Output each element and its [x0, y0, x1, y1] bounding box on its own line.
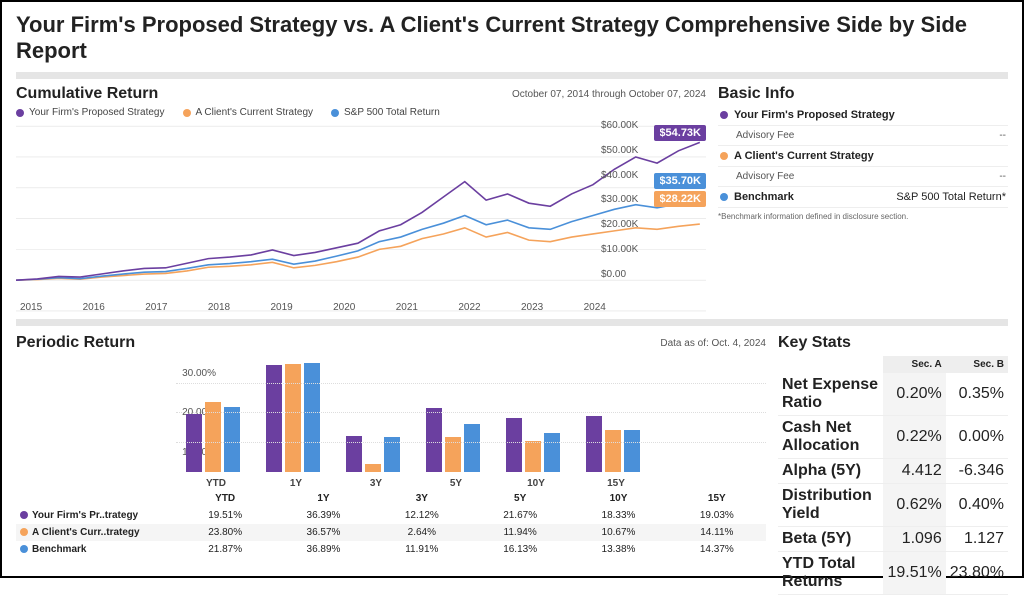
periodic-title: Periodic Return	[16, 334, 766, 352]
date-range: October 07, 2014 through October 07, 202…	[512, 89, 706, 100]
y-axis: $60.00K$50.00K$40.00K$30.00K$20.00K$10.0…	[601, 120, 646, 280]
key-stats-title: Key Stats	[778, 334, 1008, 352]
divider	[16, 319, 1008, 326]
report-page: Your Firm's Proposed Strategy vs. A Clie…	[0, 0, 1024, 578]
basic-info-body: Your Firm's Proposed StrategyAdvisory Fe…	[718, 105, 1008, 225]
legend-label: S&P 500 Total Return	[344, 107, 440, 118]
legend-proposed: Your Firm's Proposed Strategy	[16, 107, 165, 118]
periodic-asof: Data as of: Oct. 4, 2024	[660, 338, 766, 349]
legend-label: Your Firm's Proposed Strategy	[29, 107, 165, 118]
key-stats-table: Sec. ASec. BNet Expense Ratio0.20%0.35%C…	[778, 356, 1008, 595]
key-stats-section: Key Stats Sec. ASec. BNet Expense Ratio0…	[778, 334, 1008, 595]
page-title: Your Firm's Proposed Strategy vs. A Clie…	[16, 12, 1008, 64]
legend-benchmark: S&P 500 Total Return	[331, 107, 440, 118]
dot-icon	[16, 109, 24, 117]
cumulative-section: October 07, 2014 through October 07, 202…	[16, 85, 706, 313]
periodic-bar-chart: 30.00%20.00%10.00% YTD1Y3Y5Y10Y15Y	[176, 354, 766, 484]
cumulative-legend: Your Firm's Proposed Strategy A Client's…	[16, 107, 706, 118]
value-badge-client: $28.22K	[654, 191, 706, 207]
basic-info-title: Basic Info	[718, 85, 1008, 103]
divider	[16, 72, 1008, 79]
dot-icon	[331, 109, 339, 117]
value-badge-proposed: $54.73K	[654, 125, 706, 141]
top-row: October 07, 2014 through October 07, 202…	[16, 85, 1008, 313]
x-axis: YTD1Y3Y5Y10Y15Y	[176, 478, 766, 489]
basic-info-section: Basic Info Your Firm's Proposed Strategy…	[718, 85, 1008, 313]
periodic-left: Data as of: Oct. 4, 2024 Periodic Return…	[16, 334, 766, 595]
value-badge-benchmark: $35.70K	[654, 173, 706, 189]
periodic-section: Data as of: Oct. 4, 2024 Periodic Return…	[16, 334, 1008, 595]
cumulative-chart: $60.00K$50.00K$40.00K$30.00K$20.00K$10.0…	[16, 120, 706, 300]
legend-label: A Client's Current Strategy	[196, 107, 314, 118]
dot-icon	[183, 109, 191, 117]
legend-client: A Client's Current Strategy	[183, 107, 314, 118]
periodic-table: YTD1Y3Y5Y10Y15YYour Firm's Pr..trategy19…	[16, 490, 766, 558]
